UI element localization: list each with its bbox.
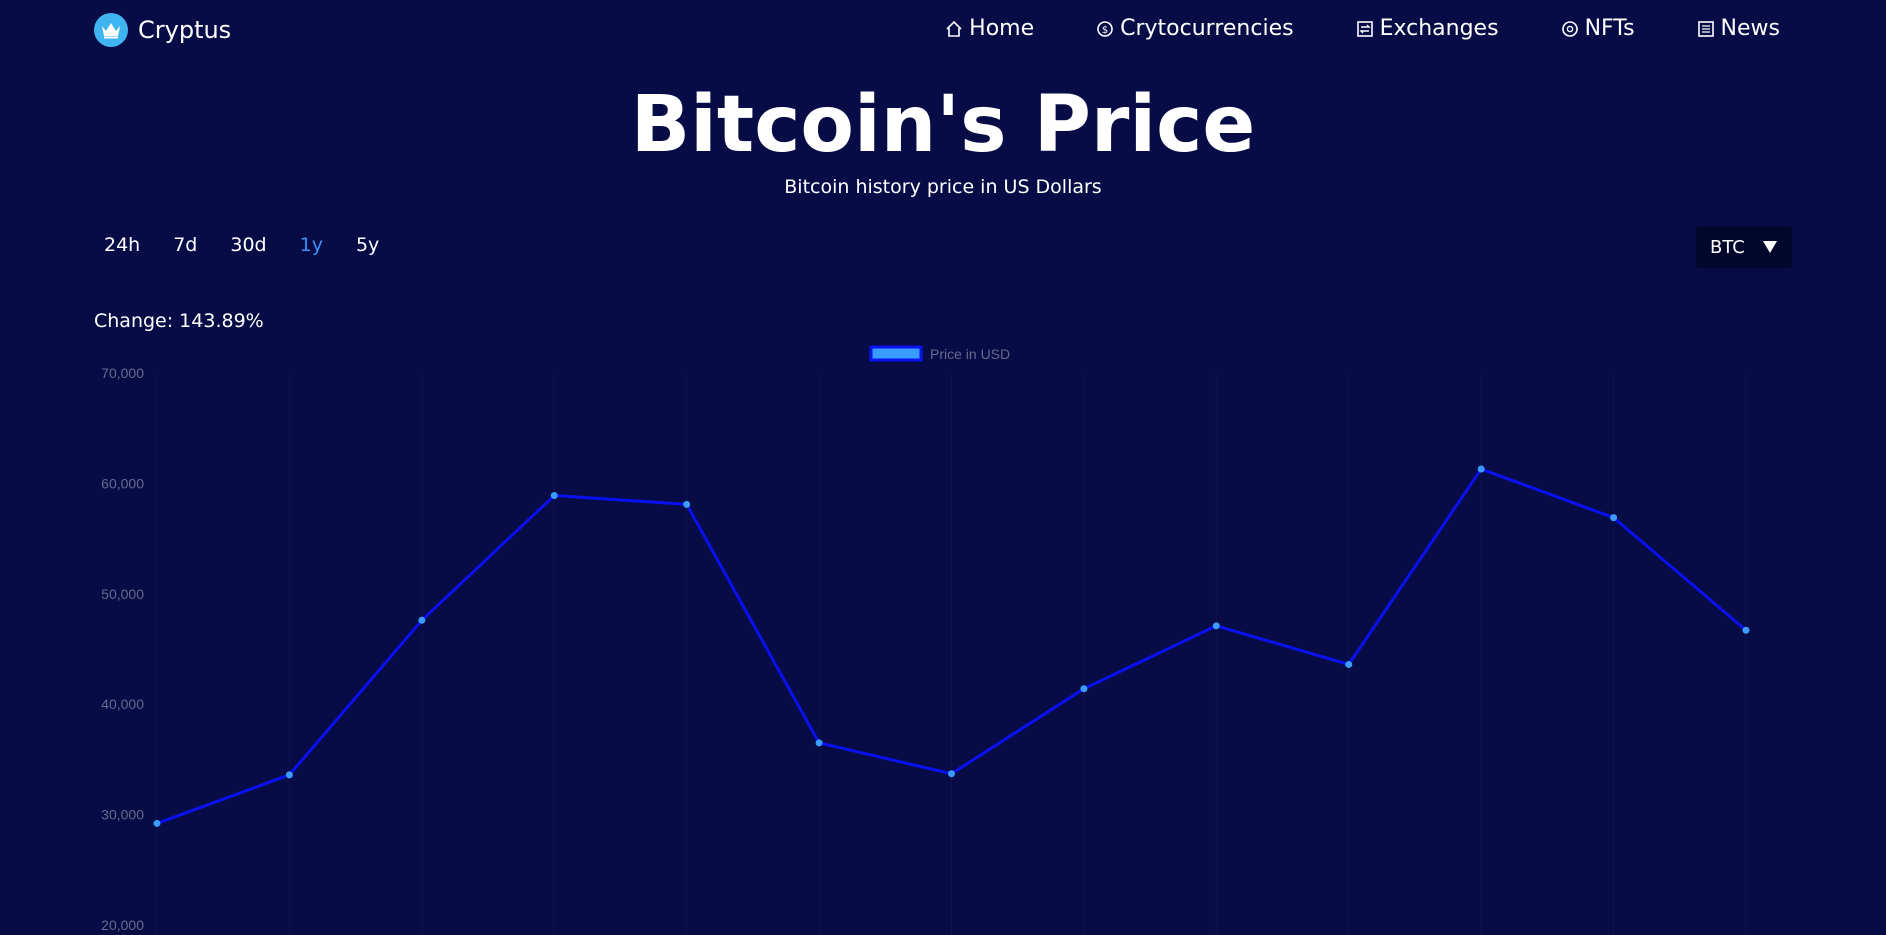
- coin-select[interactable]: BTC: [1696, 226, 1792, 268]
- line-segment: [1082, 624, 1218, 691]
- data-point: [1477, 465, 1485, 473]
- period-5y[interactable]: 5y: [355, 234, 380, 256]
- line-segment: [685, 502, 821, 745]
- nav-nfts[interactable]: NFTs: [1561, 16, 1635, 41]
- period-selector: 24h 7d 30d 1y 5y: [104, 234, 412, 256]
- dollar-coin-icon: $: [1097, 20, 1113, 37]
- line-segment: [950, 687, 1086, 776]
- data-point: [1610, 514, 1618, 522]
- nav-exchanges-label: Exchanges: [1379, 16, 1499, 41]
- nav-cryptocurrencies-label: Crytocurrencies: [1120, 16, 1294, 41]
- y-tick-label: 20,000: [101, 917, 144, 933]
- data-point: [815, 739, 823, 747]
- coin-select-value: BTC: [1710, 236, 1745, 258]
- y-tick-label: 40,000: [101, 696, 144, 712]
- nav-home-label: Home: [969, 16, 1035, 41]
- line-segment: [420, 494, 556, 622]
- line-segment: [1347, 467, 1483, 666]
- brand-name: Cryptus: [138, 16, 232, 44]
- caret-down-icon: [1763, 241, 1777, 253]
- data-point: [948, 770, 955, 778]
- page-subtitle: Bitcoin history price in US Dollars: [784, 176, 1102, 198]
- exchange-icon: [1356, 20, 1373, 37]
- line-segment: [1479, 467, 1616, 520]
- page-title: Bitcoin's Price: [630, 80, 1256, 170]
- home-icon: [946, 20, 962, 37]
- nav-nfts-label: NFTs: [1584, 16, 1635, 41]
- y-tick-label: 50,000: [101, 586, 144, 602]
- nav-news-label: News: [1720, 16, 1780, 41]
- y-tick-label: 30,000: [101, 807, 144, 823]
- data-point: [683, 500, 691, 508]
- nav-exchanges[interactable]: Exchanges: [1356, 16, 1499, 41]
- line-segment: [1214, 624, 1351, 666]
- crown-icon: [94, 13, 128, 47]
- price-chart: 20,000 30,000 40,000 50,000 60,000 70,000 Pric…: [101, 345, 1750, 935]
- nav-news[interactable]: News: [1697, 16, 1780, 41]
- line-segment: [552, 494, 689, 506]
- line-segment: [1612, 516, 1748, 632]
- y-tick-label: 70,000: [101, 365, 144, 381]
- change-text: Change: 143.89%: [94, 310, 264, 332]
- legend-swatch: [869, 345, 923, 362]
- data-point: [1080, 685, 1088, 693]
- period-24h[interactable]: 24h: [104, 234, 141, 256]
- period-1y[interactable]: 1y: [299, 234, 323, 256]
- main-nav: Home $ Crytocurrencies Exchanges NFTs Ne…: [945, 16, 1780, 41]
- data-point: [1345, 660, 1353, 668]
- data-point: [153, 819, 161, 827]
- data-point: [285, 771, 293, 779]
- svg-text:$: $: [1102, 25, 1108, 36]
- line-segment: [287, 618, 424, 777]
- line-segment: [155, 773, 291, 825]
- data-point: [1212, 622, 1220, 630]
- brand-logo[interactable]: Cryptus: [94, 13, 231, 47]
- period-7d[interactable]: 7d: [173, 234, 198, 256]
- data-point: [418, 616, 426, 624]
- newspaper-icon: [1697, 20, 1714, 37]
- y-tick-label: 60,000: [101, 475, 144, 491]
- at-icon: [1561, 20, 1578, 37]
- data-point: [1742, 626, 1750, 634]
- period-30d[interactable]: 30d: [230, 234, 267, 256]
- data-point: [550, 492, 558, 500]
- nav-cryptocurrencies[interactable]: $ Crytocurrencies: [1096, 16, 1294, 41]
- nav-home[interactable]: Home: [945, 16, 1034, 41]
- legend-label: Price in USD: [930, 346, 1010, 362]
- line-segment: [817, 741, 953, 776]
